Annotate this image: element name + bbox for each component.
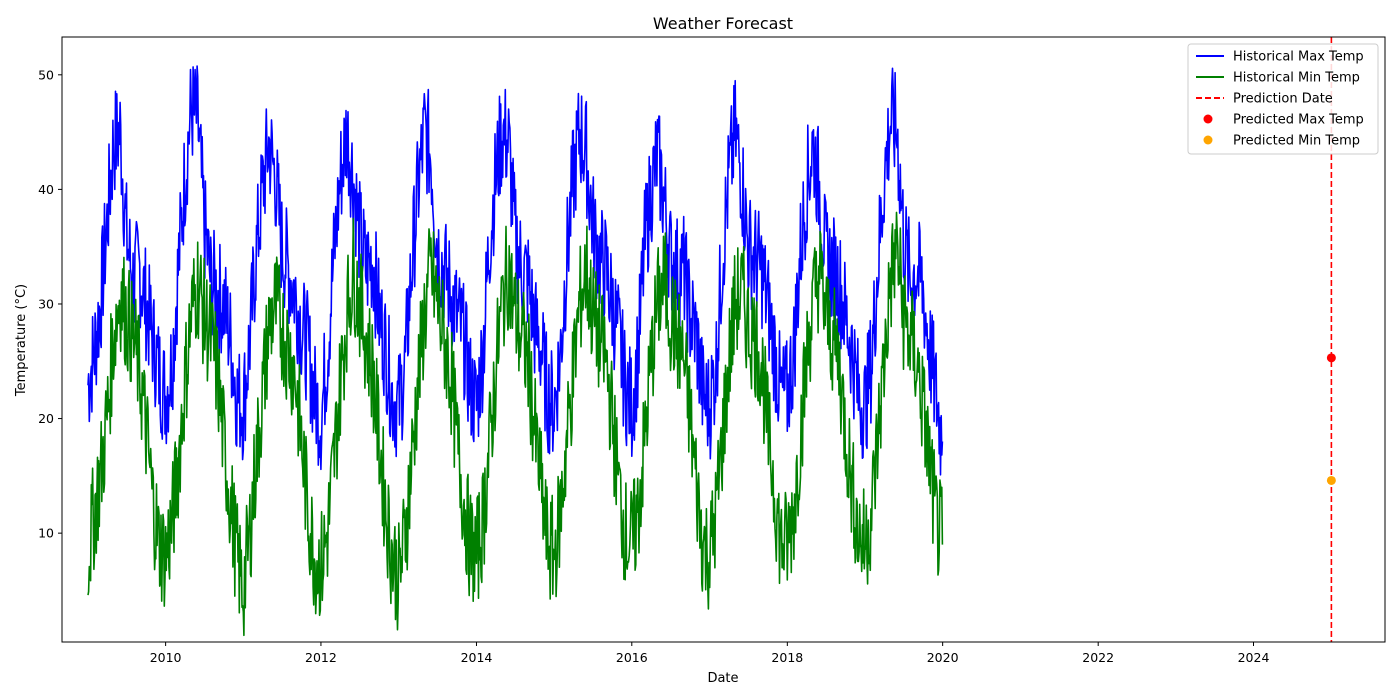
plot-frame [61, 36, 1386, 643]
legend: Historical Max Temp Historical Min Temp Pr… [1187, 43, 1379, 155]
legend-label-predicted-max-temp: Predicted Max Temp [1233, 113, 1364, 128]
y-tick-label: 10 [38, 526, 54, 541]
legend-label-prediction-date: Prediction Date [1233, 92, 1333, 107]
series-line-min-temp [87, 211, 944, 637]
legend-swatch-predicted-min-temp [1203, 135, 1213, 145]
x-tick-label: 2018 [771, 650, 803, 665]
x-axis: 2010 2012 2014 2016 2018 2020 2022 2024 [150, 642, 1270, 665]
predicted-min-temp-marker [1326, 475, 1336, 485]
x-tick-label: 2010 [150, 650, 182, 665]
x-tick-label: 2024 [1238, 650, 1270, 665]
y-tick-label: 50 [38, 67, 54, 82]
legend-label-historical-max-temp: Historical Max Temp [1233, 50, 1364, 65]
x-tick-label: 2012 [305, 650, 337, 665]
y-axis: 10 20 30 40 50 [38, 67, 62, 541]
legend-label-predicted-min-temp: Predicted Min Temp [1233, 134, 1360, 149]
predicted-max-temp-marker [1326, 353, 1336, 363]
y-axis-label: Temperature (°C) [14, 284, 29, 397]
x-tick-label: 2020 [927, 650, 959, 665]
x-axis-label: Date [707, 671, 738, 686]
legend-swatch-predicted-max-temp [1203, 114, 1213, 124]
legend-label-historical-min-temp: Historical Min Temp [1233, 71, 1360, 86]
y-tick-label: 30 [38, 296, 54, 311]
x-tick-label: 2014 [461, 650, 493, 665]
x-tick-label: 2022 [1082, 650, 1114, 665]
plot-area [87, 37, 1336, 642]
legend-box [1187, 43, 1379, 155]
x-tick-label: 2016 [616, 650, 648, 665]
chart-title: Weather Forecast [653, 14, 793, 33]
y-tick-label: 40 [38, 182, 54, 197]
y-tick-label: 20 [38, 411, 54, 426]
series-line-max-temp [87, 65, 944, 476]
